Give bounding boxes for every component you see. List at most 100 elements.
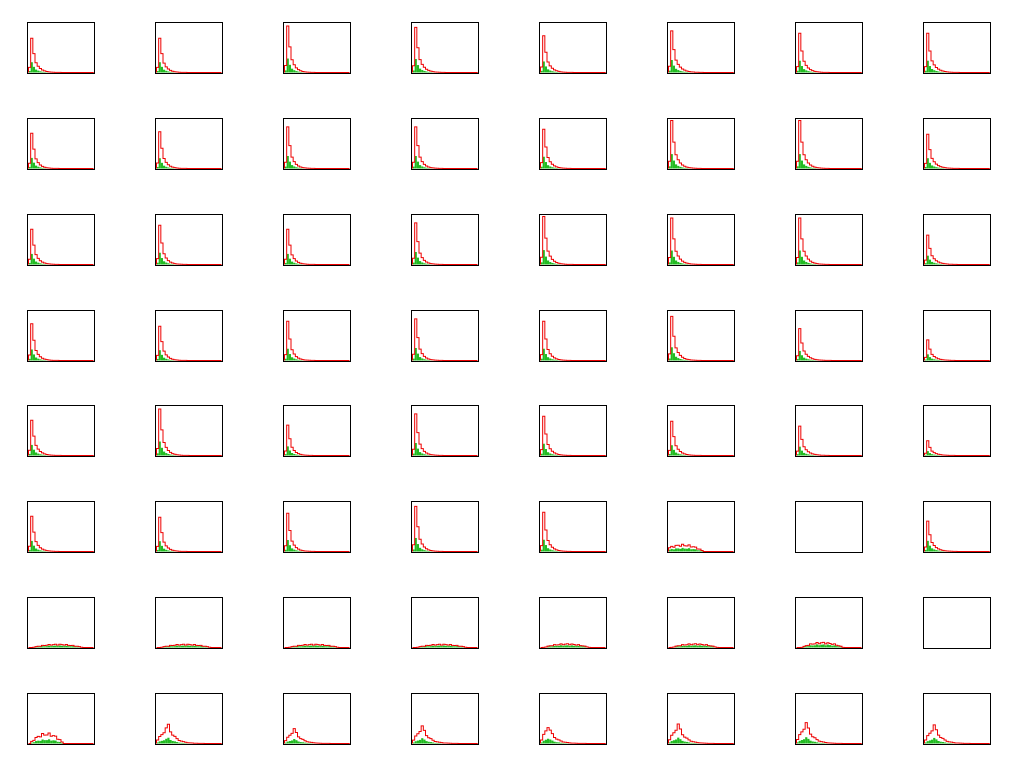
green-bin-r4c1-1 (158, 441, 161, 456)
green-bin-r1c0-4 (37, 166, 40, 169)
green-bin-r1c4-5 (551, 167, 554, 169)
green-bin-r4c0-1 (30, 444, 33, 456)
green-bin-r2c5-4 (677, 261, 680, 265)
green-bin-r5c2-1 (286, 540, 289, 552)
green-bin-r7c7-1 (926, 741, 929, 744)
histogram-panel-r2c7 (923, 214, 991, 266)
green-bin-r6c0-18 (67, 646, 70, 648)
green-bin-r7c7-5 (935, 739, 938, 744)
green-bin-r0c7-5 (935, 70, 938, 73)
green-bin-r6c6-15 (829, 645, 832, 648)
green-bin-r7c1-11 (180, 742, 183, 744)
green-bin-r1c6-2 (800, 160, 803, 169)
green-bin-r5c4-3 (547, 548, 550, 552)
green-bin-r2c5-2 (672, 256, 675, 265)
green-bin-r6c0-13 (56, 646, 59, 648)
green-bin-r0c6-6 (809, 71, 812, 73)
green-bin-r4c2-6 (297, 454, 300, 456)
green-bin-r7c1-0 (156, 742, 159, 744)
red-histogram-r2c6 (796, 217, 862, 265)
green-bin-r7c6-1 (798, 740, 801, 744)
green-bin-r4c4-6 (553, 454, 556, 456)
green-bin-r0c0-5 (39, 71, 42, 73)
green-bin-r7c6-0 (796, 742, 799, 744)
green-bin-r7c4-5 (551, 740, 554, 744)
green-bin-r7c0-9 (48, 739, 51, 744)
histogram-panel-r0c6 (795, 22, 863, 74)
green-bin-r6c3-7 (427, 646, 430, 648)
green-bin-r4c7-1 (926, 451, 929, 456)
green-bin-r4c1-5 (167, 453, 170, 456)
red-histogram-r2c3 (412, 222, 478, 265)
green-bin-r3c3-4 (421, 358, 424, 361)
green-bin-r4c5-0 (668, 453, 671, 456)
green-bin-r3c4-0 (540, 358, 543, 361)
histogram-panel-r0c7 (923, 22, 991, 74)
panel-frame-r2c3 (411, 214, 479, 266)
green-bin-r2c3-1 (414, 252, 417, 265)
green-bin-r7c4-3 (547, 738, 550, 744)
green-bin-r2c0-1 (30, 253, 33, 265)
green-bin-r5c5-1 (670, 548, 673, 552)
green-bin-r2c1-5 (167, 263, 170, 265)
green-bin-r7c7-9 (944, 742, 947, 744)
green-bin-r3c5-7 (683, 359, 686, 361)
green-bin-r6c4-10 (562, 645, 565, 648)
green-bin-r3c7-3 (931, 358, 934, 361)
green-bin-r5c3-0 (412, 549, 415, 552)
green-bin-r7c7-10 (946, 742, 949, 744)
green-bin-r1c0-6 (41, 167, 44, 169)
red-histogram-r3c5 (668, 315, 734, 361)
panel-frame-r6c7 (923, 597, 991, 649)
green-bin-r1c1-4 (165, 166, 168, 169)
green-bin-r7c3-9 (432, 742, 435, 744)
histogram-panel-r1c2 (283, 118, 351, 170)
histogram-panel-r0c4 (539, 22, 607, 74)
green-bin-r5c1-0 (156, 549, 159, 552)
green-bin-r0c4-2 (544, 66, 547, 73)
green-bin-r3c2-0 (284, 358, 287, 361)
histogram-panel-r6c2 (283, 597, 351, 649)
green-bin-r0c0-3 (35, 69, 38, 73)
green-bin-r4c1-3 (163, 451, 166, 456)
red-histogram-r2c1 (156, 224, 222, 265)
panel-frame-r0c1 (155, 22, 223, 74)
green-bin-r7c1-7 (171, 740, 174, 744)
green-bin-r6c6-7 (811, 645, 814, 648)
green-bin-r0c1-3 (163, 69, 166, 73)
green-bin-r1c1-2 (160, 162, 163, 169)
green-bin-r3c0-5 (39, 359, 42, 361)
red-histogram-r5c3 (412, 505, 478, 552)
green-bin-r6c5-20 (711, 646, 714, 648)
green-bin-r7c4-7 (555, 742, 558, 744)
histogram-panel-r6c4 (539, 597, 607, 649)
panel-frame-r1c2 (283, 118, 351, 170)
green-bin-r7c5-7 (683, 741, 686, 744)
green-bin-r5c4-5 (551, 550, 554, 552)
green-bin-r7c5-9 (688, 742, 691, 744)
green-bin-r0c7-0 (924, 70, 927, 73)
green-bin-r1c3-6 (425, 167, 428, 169)
green-bin-r3c0-1 (30, 349, 33, 361)
green-bin-r1c7-6 (937, 167, 940, 169)
green-bin-r5c5-12 (694, 549, 697, 552)
panel-frame-r2c1 (155, 214, 223, 266)
red-histogram-r7c6 (796, 722, 862, 744)
green-bin-r6c1-12 (182, 645, 185, 648)
green-bin-r4c5-3 (675, 452, 678, 456)
green-bin-r0c2-1 (286, 58, 289, 73)
green-bin-r4c3-5 (423, 454, 426, 456)
green-bin-r2c7-3 (931, 261, 934, 265)
green-bin-r7c0-6 (41, 739, 44, 744)
panel-frame-r3c6 (795, 310, 863, 362)
histogram-panel-r2c1 (155, 214, 223, 266)
green-bin-r4c5-6 (681, 454, 684, 456)
green-bin-r4c0-2 (32, 449, 35, 456)
red-histogram-r1c3 (412, 126, 478, 169)
green-bin-r2c5-1 (670, 250, 673, 265)
green-bin-r2c2-5 (295, 263, 298, 265)
panel-frame-r3c3 (411, 310, 479, 362)
histogram-panel-r5c5 (667, 501, 735, 553)
green-bin-r2c1-6 (169, 263, 172, 265)
red-histogram-r5c5 (668, 543, 734, 552)
